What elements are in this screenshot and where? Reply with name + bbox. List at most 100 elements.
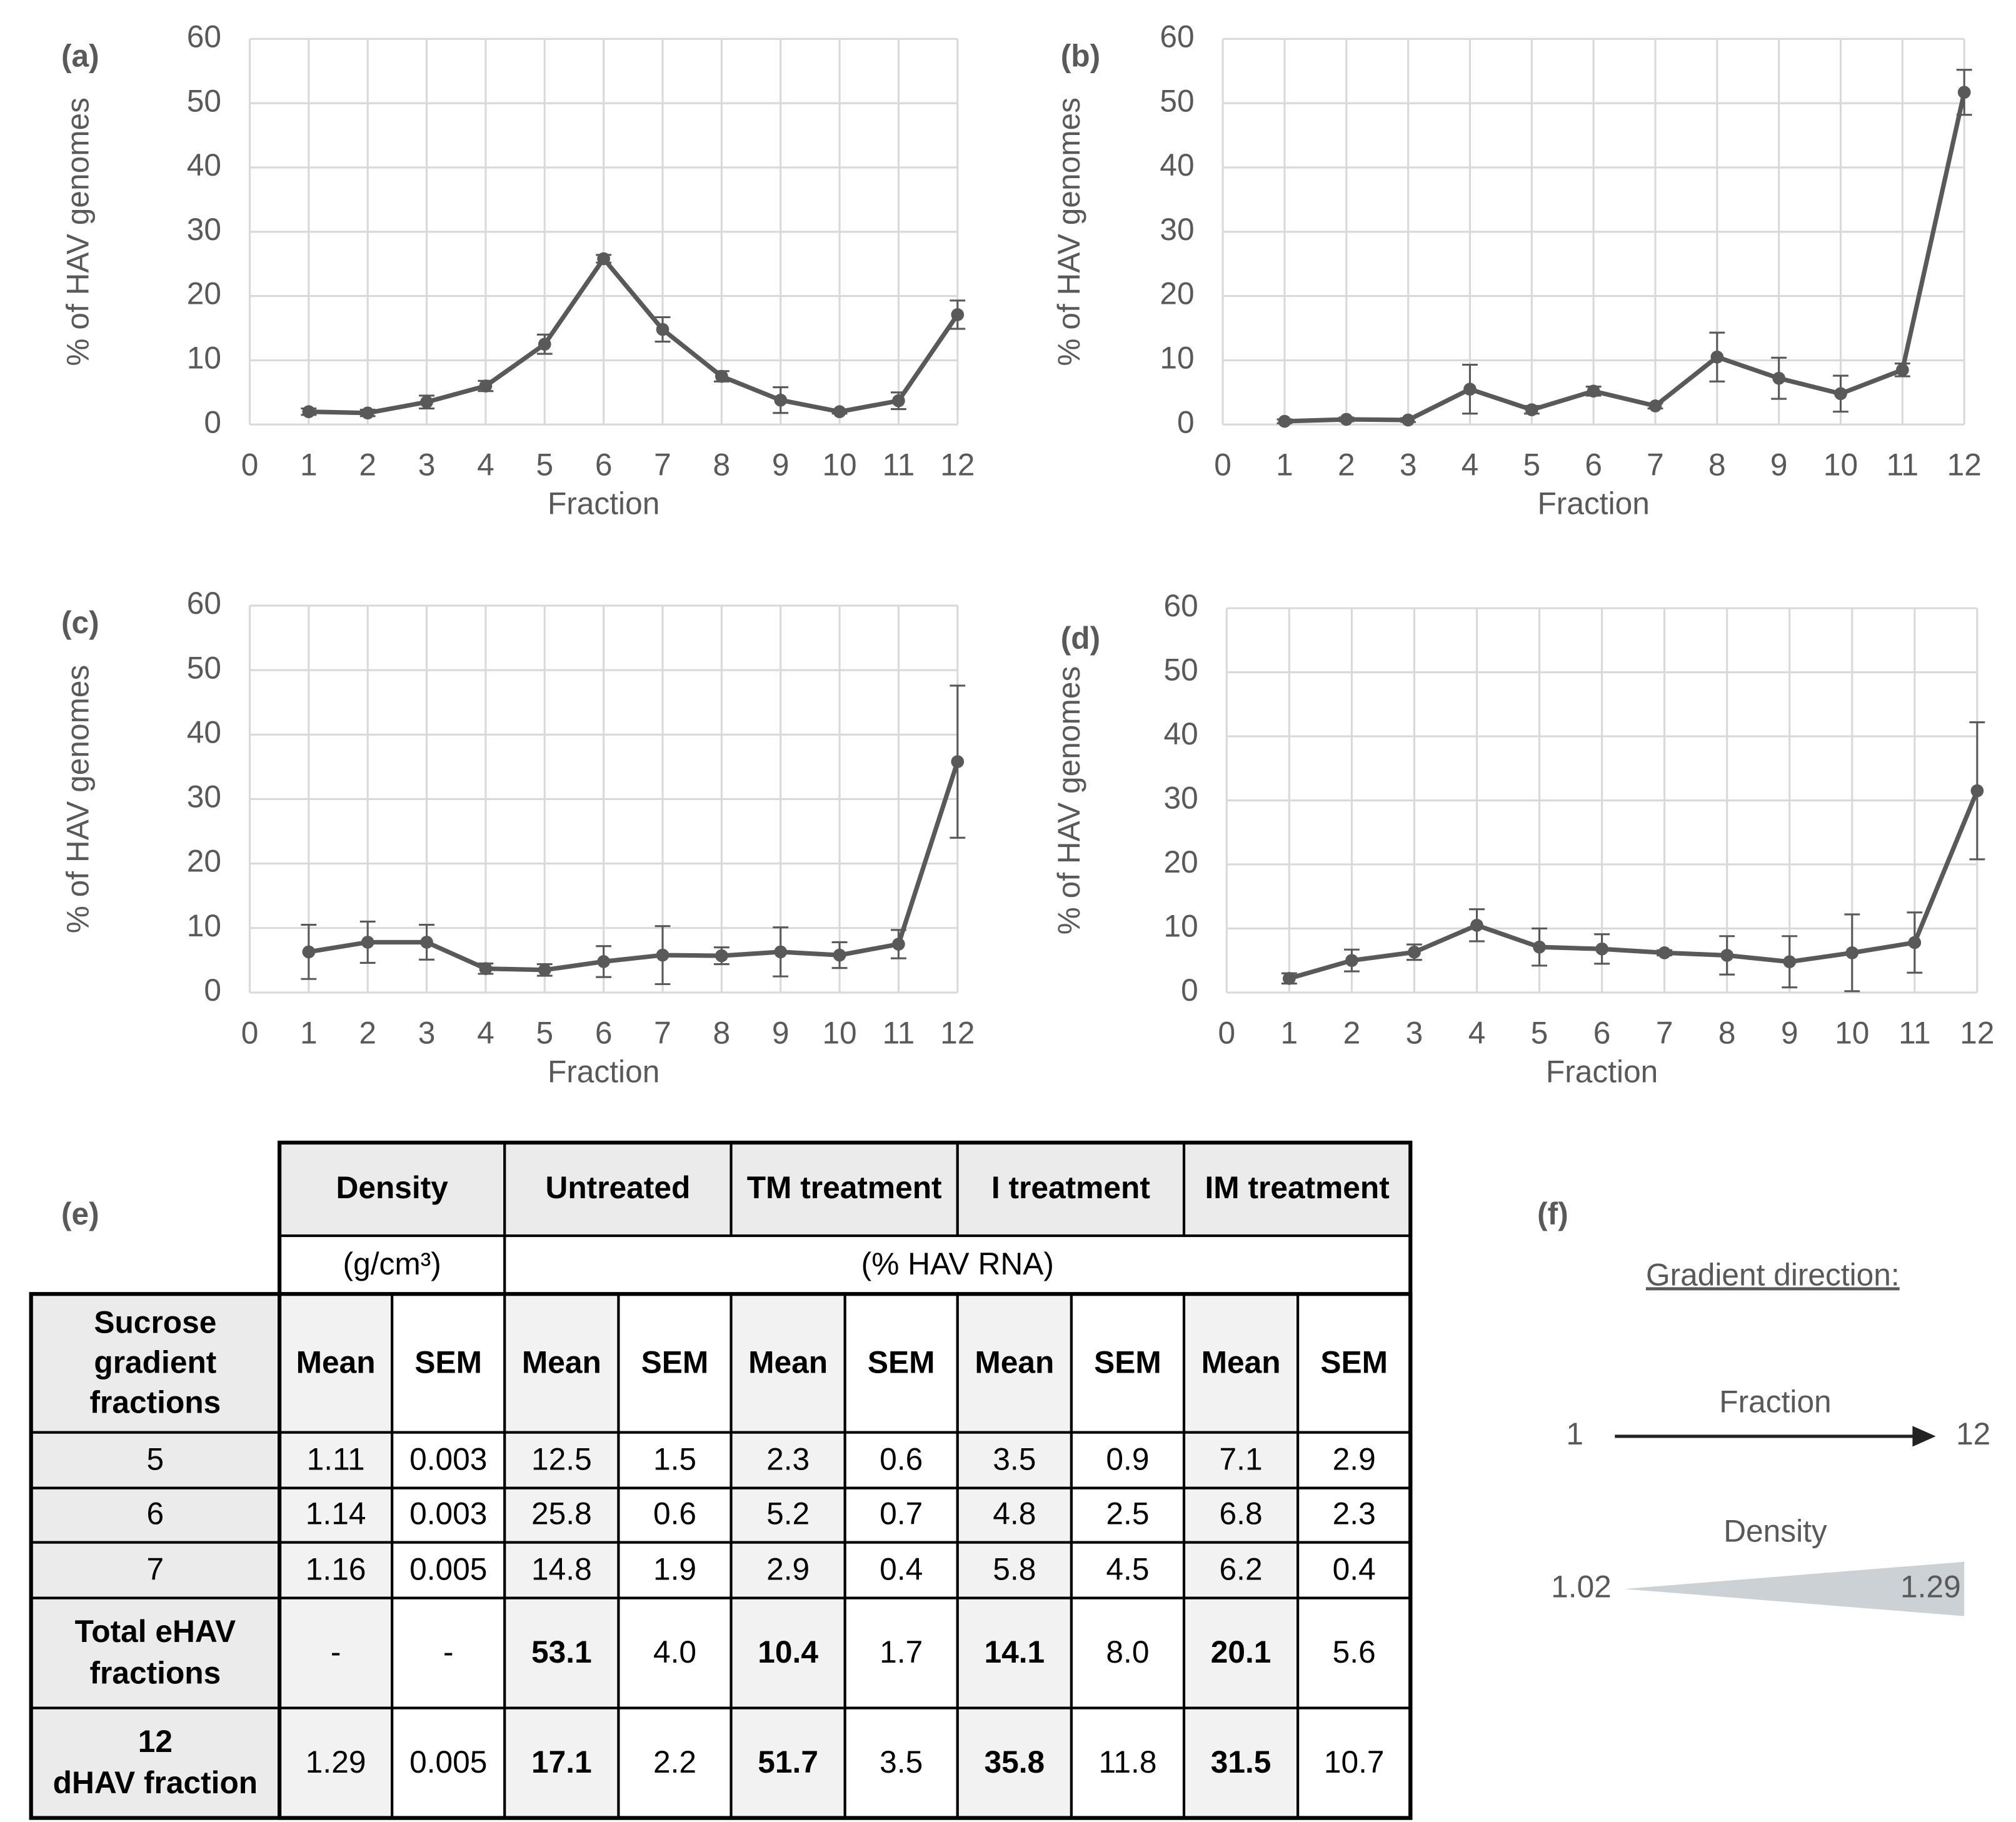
- cell-box: Mean: [1201, 1346, 1281, 1381]
- x-tick-label: 6: [1593, 1015, 1611, 1050]
- x-tick-label: 8: [1708, 448, 1726, 483]
- table-cell: [503, 1541, 620, 1599]
- table-cell: [1296, 1486, 1412, 1544]
- cell-box: 5.6: [1333, 1635, 1376, 1670]
- x-tick-label: 2: [359, 448, 376, 483]
- table-cell: [503, 1596, 620, 1709]
- x-tick-label: 3: [418, 448, 436, 483]
- cell-box: 0.7: [880, 1498, 923, 1533]
- marker: [774, 393, 788, 407]
- x-tick-label: 8: [1718, 1015, 1736, 1050]
- table-cell: [503, 1141, 733, 1238]
- x-tick-label: 11: [1898, 1015, 1931, 1050]
- table-cell-text: 6: [146, 1498, 164, 1533]
- y-axis-title: % of HAV genomes: [1051, 98, 1086, 366]
- table-cell: [1070, 1596, 1186, 1709]
- table-cell: [29, 1596, 281, 1709]
- cell-box: 1.11: [306, 1443, 365, 1478]
- table-cell-text: 6.2: [1219, 1553, 1263, 1588]
- y-tick-label: 40: [1164, 716, 1198, 751]
- cell-box: Mean: [975, 1346, 1054, 1381]
- cell-box: Untreated: [545, 1171, 690, 1206]
- cell-box: 53.1: [531, 1635, 592, 1670]
- cell-box: 35.8: [984, 1745, 1045, 1781]
- table-cell-text: 2.3: [1332, 1498, 1376, 1533]
- table-cell: [391, 1431, 506, 1489]
- x-tick-label: 9: [772, 1015, 790, 1050]
- table-cell-text: 14.8: [531, 1553, 592, 1588]
- marker: [892, 938, 905, 951]
- x-tick-label: 7: [1647, 448, 1664, 483]
- x-tick-label: 9: [772, 448, 790, 483]
- table-cell: [29, 1706, 281, 1819]
- table-cell: [391, 1596, 506, 1709]
- x-tick-label: 10: [822, 448, 856, 483]
- table-cell-text: 1.16: [305, 1553, 366, 1588]
- cell-box: 1.7: [880, 1635, 923, 1671]
- table-cell: [503, 1293, 620, 1434]
- cell-box: 7.1: [1220, 1443, 1263, 1478]
- y-tick-label: 10: [1160, 341, 1194, 376]
- marker: [1283, 972, 1296, 985]
- marker: [1345, 954, 1358, 968]
- cell-box: (g/cm³): [343, 1247, 441, 1282]
- table-cell-text: Density: [336, 1171, 448, 1207]
- marker: [479, 379, 493, 393]
- table-cell-text: 3.5: [993, 1443, 1036, 1478]
- x-tick-label: 12: [1960, 1015, 1994, 1050]
- table-cell: [29, 1293, 281, 1434]
- y-tick-label: 10: [1164, 909, 1198, 944]
- data-line: [1284, 91, 1967, 424]
- x-tick-label: 7: [654, 1015, 671, 1050]
- cell-box: 14.1: [984, 1635, 1045, 1670]
- marker: [1463, 383, 1477, 396]
- table-cell-text: SEM: [641, 1345, 709, 1381]
- fraction-end: 12: [1956, 1416, 1990, 1451]
- table-cell-text: (% HAV RNA): [861, 1247, 1054, 1283]
- table-cell: [617, 1486, 733, 1544]
- x-tick-label: 11: [883, 1015, 915, 1050]
- cell-box: 2.3: [1332, 1498, 1376, 1533]
- cell-box: 0.6: [880, 1443, 923, 1478]
- table-cell-text: Mean: [748, 1345, 828, 1381]
- marker: [1408, 946, 1421, 959]
- table-cell: [730, 1141, 959, 1238]
- table-cell-text: 1.11: [306, 1443, 365, 1478]
- x-tick-label: 10: [1835, 1015, 1869, 1050]
- x-tick-label: 6: [1585, 448, 1602, 483]
- table-cell: [503, 1234, 1412, 1296]
- table-cell: [956, 1706, 1073, 1819]
- cell-box: -: [331, 1635, 341, 1670]
- marker: [833, 948, 846, 962]
- x-tick-label: 8: [713, 1015, 731, 1050]
- table-cell-text: 0.003: [409, 1443, 488, 1478]
- x-tick-label: 7: [654, 448, 671, 483]
- x-tick-label: 4: [477, 448, 494, 483]
- panel-label: (d): [1061, 621, 1100, 656]
- marker: [656, 948, 669, 962]
- x-tick-label: 4: [1468, 1015, 1486, 1050]
- y-tick-label: 40: [187, 148, 221, 183]
- marker: [1525, 403, 1538, 416]
- cell-box: 10.4: [758, 1635, 818, 1670]
- table-cell-text: 3.5: [880, 1745, 923, 1781]
- x-tick-label: 7: [1656, 1015, 1673, 1050]
- table-cell-text: 35.8: [984, 1745, 1045, 1781]
- x-tick-label: 0: [1218, 1015, 1236, 1050]
- cell-box: 12 dHAV fraction: [53, 1725, 258, 1800]
- marker: [1587, 384, 1600, 398]
- marker: [833, 405, 846, 418]
- table-cell-text: 1.7: [880, 1635, 923, 1671]
- x-axis-title: Fraction: [1546, 1054, 1658, 1089]
- cell-box: Mean: [296, 1346, 376, 1381]
- table-cell: [278, 1431, 394, 1489]
- table-cell: [843, 1431, 959, 1489]
- x-tick-label: 4: [477, 1015, 494, 1050]
- table-cell-text: 51.7: [758, 1745, 818, 1781]
- diagram-title: Gradient direction:: [1646, 1257, 1900, 1292]
- marker: [1896, 363, 1909, 377]
- table-cell-text: 1.29: [305, 1745, 366, 1781]
- fraction-start: 1: [1566, 1416, 1583, 1451]
- table-cell-text: 0.005: [409, 1553, 488, 1588]
- marker: [597, 955, 610, 968]
